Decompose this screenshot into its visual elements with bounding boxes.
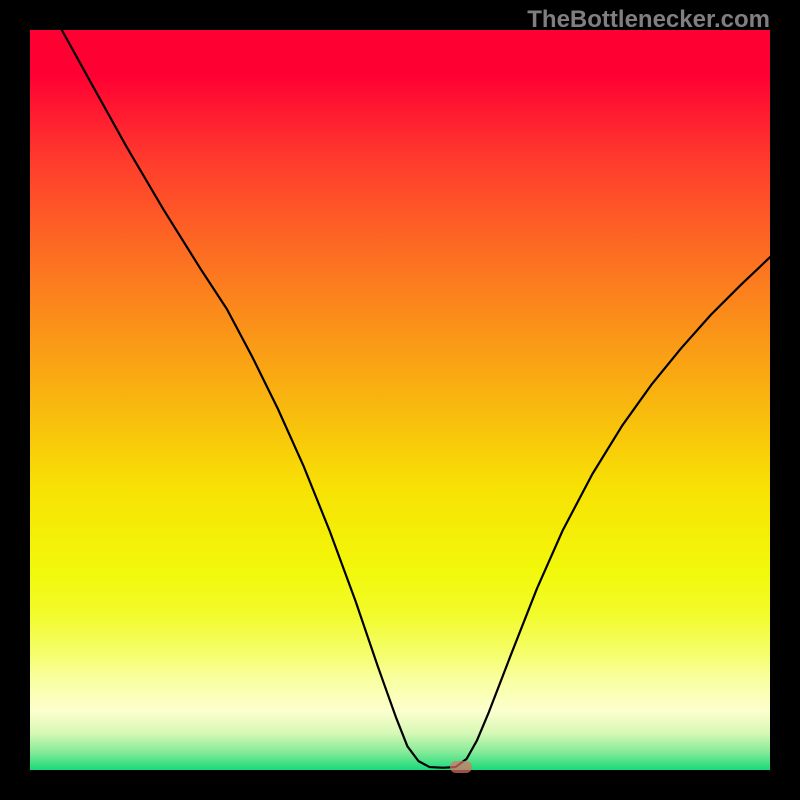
canvas: TheBottlenecker.com (0, 0, 800, 800)
optimum-marker (450, 761, 472, 773)
watermark-text: TheBottlenecker.com (527, 6, 770, 34)
bottleneck-curve (62, 30, 770, 768)
chart-curve-layer (30, 30, 770, 770)
chart-plot-area (30, 30, 770, 770)
